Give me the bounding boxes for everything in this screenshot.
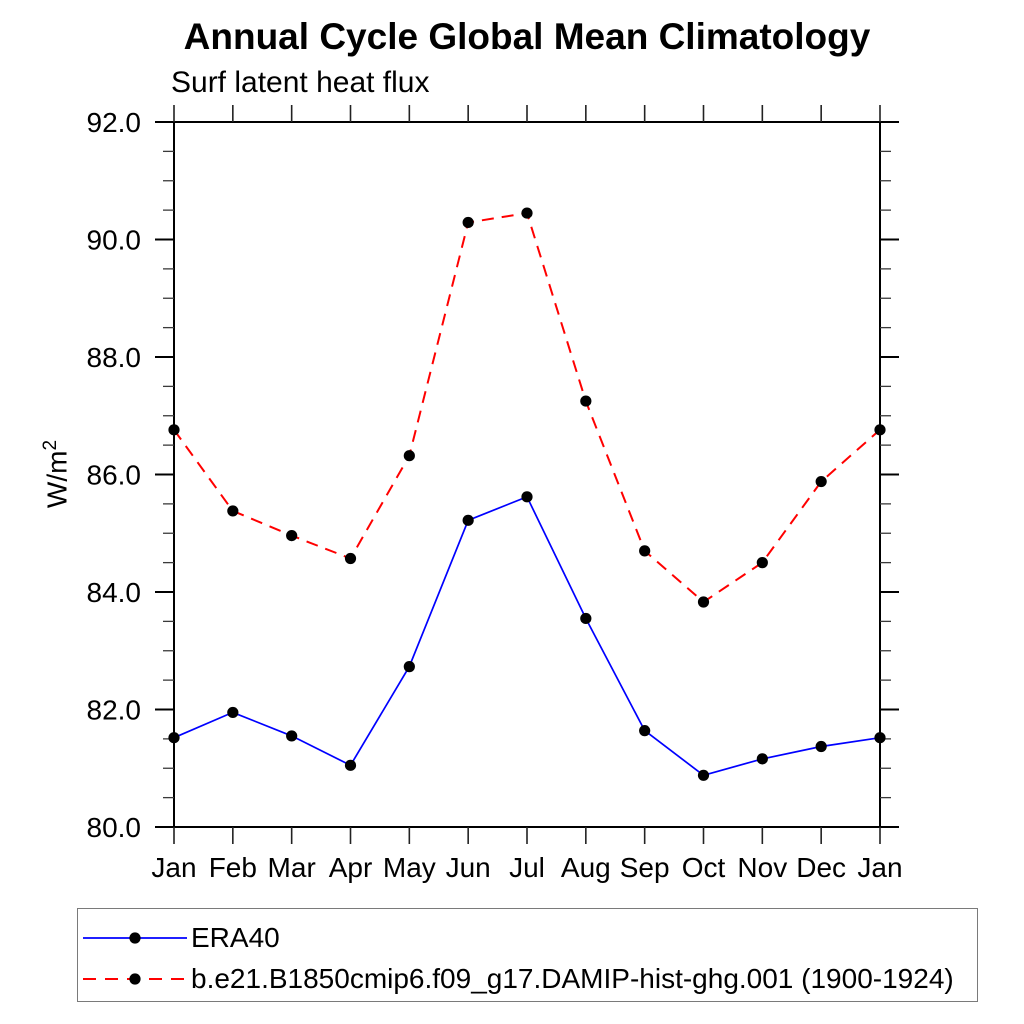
- data-point-marker: [521, 491, 533, 503]
- data-point-marker: [639, 545, 651, 557]
- data-point-marker: [874, 424, 886, 436]
- legend-item-era40: ERA40: [78, 917, 977, 958]
- x-ticks: [173, 105, 881, 844]
- data-point-marker: [344, 552, 357, 565]
- data-point-marker: [756, 753, 768, 765]
- data-point-marker: [403, 450, 415, 462]
- x-tick-label: Jan: [151, 852, 196, 883]
- x-tick-label: Jan: [857, 852, 902, 883]
- y-tick-label: 84.0: [87, 577, 142, 608]
- chart-subtitle: Surf latent heat flux: [171, 66, 430, 99]
- series-line-1: [173, 211, 881, 604]
- data-point-marker: [580, 612, 592, 625]
- legend-line-sample-model-run: [83, 972, 187, 985]
- x-tick-label: Jul: [509, 852, 545, 883]
- x-tick-label: Sep: [620, 852, 670, 883]
- series-line-0: [173, 495, 881, 777]
- data-point-marker: [815, 475, 827, 488]
- y-minor-ticks: [163, 150, 891, 799]
- data-point-marker: [639, 725, 651, 737]
- x-tick-label: May: [383, 852, 436, 883]
- data-point-marker: [462, 514, 474, 526]
- x-tick-label: Mar: [268, 852, 316, 883]
- x-tick-label: Jun: [446, 852, 491, 883]
- x-tick-labels: Jan Feb Mar Apr May Jun Jul Aug Sep Oct Nov Dec Jan: [151, 852, 902, 883]
- legend-item-model-run: b.e21.B1850cmip6.f09_g17.DAMIP-hist-ghg.…: [78, 958, 977, 999]
- data-point-marker: [756, 557, 768, 569]
- data-point-marker: [168, 424, 180, 436]
- legend-line-sample-era40: [83, 931, 187, 944]
- data-point-marker: [227, 706, 239, 719]
- data-point-marker: [462, 216, 474, 229]
- series-0: [168, 491, 886, 781]
- x-tick-label: Apr: [329, 852, 373, 883]
- x-tick-label: Dec: [796, 852, 846, 883]
- data-point-marker: [874, 732, 886, 744]
- x-tick-label: Aug: [561, 852, 611, 883]
- data-point-marker: [697, 769, 710, 781]
- y-tick-labels: 80.0 82.0 84.0 86.0 88.0 90.0 92.0: [87, 107, 142, 843]
- y-tick-label: 92.0: [87, 107, 142, 138]
- y-tick-label: 80.0: [87, 812, 142, 843]
- chart-title: Annual Cycle Global Mean Climatology: [183, 16, 871, 57]
- data-point-marker: [344, 759, 357, 771]
- x-tick-label: Nov: [737, 852, 787, 883]
- data-point-marker: [168, 732, 180, 744]
- data-point-marker: [403, 661, 415, 673]
- axes: [155, 121, 899, 828]
- data-point-marker: [815, 740, 827, 753]
- data-point-marker: [521, 207, 533, 219]
- series-1: [168, 207, 886, 608]
- legend: ERA40 b.e21.B1850cmip6.f09_g17.DAMIP-his…: [77, 908, 978, 1002]
- x-tick-label: Oct: [682, 852, 726, 883]
- x-tick-label: Feb: [209, 852, 257, 883]
- y-tick-label: 88.0: [87, 342, 142, 373]
- y-tick-label: 82.0: [87, 695, 142, 726]
- data-point-marker: [697, 596, 710, 608]
- data-point-marker: [227, 505, 239, 517]
- data-point-marker: [580, 395, 592, 407]
- data-point-marker: [286, 730, 298, 742]
- legend-label-era40: ERA40: [191, 921, 280, 953]
- data-point-marker: [286, 530, 298, 542]
- y-tick-label: 86.0: [87, 460, 142, 491]
- legend-label-model-run: b.e21.B1850cmip6.f09_g17.DAMIP-hist-ghg.…: [191, 962, 954, 994]
- y-tick-label: 90.0: [87, 225, 142, 256]
